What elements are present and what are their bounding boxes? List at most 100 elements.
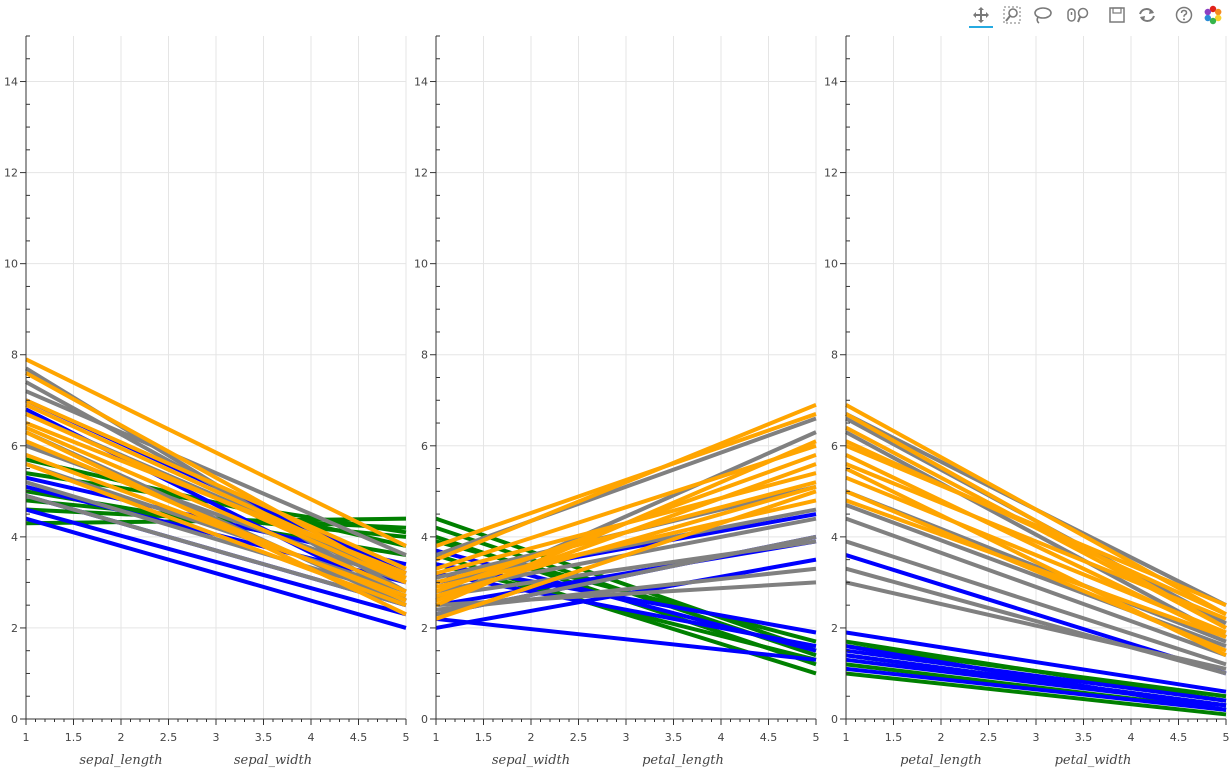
- series-2-line-1: [845, 666, 1227, 712]
- x-category-label-2: sepal_width: [234, 753, 312, 768]
- series-4-line-7: [435, 402, 817, 562]
- x-tick-label: 1: [433, 731, 440, 744]
- reset-tool[interactable]: [1135, 4, 1159, 26]
- series-4-line-11: [845, 443, 1227, 608]
- x-category-label-1: petal_length: [900, 753, 982, 768]
- pan-icon: [972, 6, 990, 24]
- series-4-line-10: [435, 471, 817, 576]
- pan-tool[interactable]: [969, 4, 993, 28]
- series-4-line-7: [25, 357, 407, 548]
- y-tick-label: 12: [414, 167, 428, 180]
- help-icon: [1175, 6, 1193, 24]
- box-zoom-tool[interactable]: [1000, 4, 1024, 26]
- series-3-line-9: [25, 380, 407, 594]
- series-4-line-11: [435, 498, 817, 589]
- x-tick-label: 2: [528, 731, 535, 744]
- x-category-label-1: sepal_width: [492, 753, 570, 768]
- y-tick-label: 12: [4, 167, 18, 180]
- x-tick-label: 2.5: [570, 731, 588, 744]
- x-category-label-1: sepal_length: [79, 753, 162, 768]
- series-3-line-3: [845, 539, 1227, 667]
- x-tick-label: 3.5: [1075, 731, 1093, 744]
- y-tick-label: 2: [421, 622, 428, 635]
- x-tick-label: 3.5: [665, 731, 683, 744]
- series-2-line-4: [845, 630, 1227, 694]
- series-4-line-2: [25, 439, 407, 603]
- y-tick-label: 6: [831, 440, 838, 453]
- x-tick-label: 1: [23, 731, 30, 744]
- y-tick-label: 6: [11, 440, 18, 453]
- series-4-line-5: [25, 398, 407, 571]
- x-category-label-2: petal_width: [1055, 753, 1132, 768]
- x-tick-label: 1.5: [885, 731, 903, 744]
- series-4-line-6: [435, 412, 817, 548]
- bokeh-logo-icon: [1203, 5, 1223, 25]
- series-3-line-7: [845, 430, 1227, 639]
- y-tick-label: 4: [421, 531, 428, 544]
- series-3-line-3: [25, 462, 407, 594]
- series-3-line-4: [845, 516, 1227, 658]
- y-tick-label: 12: [824, 167, 838, 180]
- series-2-line-1: [25, 516, 407, 630]
- wheel-zoom-tool[interactable]: [1067, 4, 1091, 26]
- x-tick-label: 4: [308, 731, 315, 744]
- series-3-line-2: [845, 566, 1227, 676]
- y-tick-label: 8: [421, 349, 428, 362]
- lasso-icon: [1032, 6, 1052, 24]
- series-4-line-10: [25, 462, 407, 608]
- x-tick-label: 3: [213, 731, 220, 744]
- series-2-line-8: [435, 616, 817, 662]
- y-tick-label: 4: [11, 531, 18, 544]
- bokeh-logo[interactable]: [1201, 4, 1225, 26]
- x-tick-label: 2: [938, 731, 945, 744]
- x-tick-label: 4.5: [760, 731, 778, 744]
- x-category-label-2: petal_length: [642, 753, 724, 768]
- chart-panel-1: 0 2 4 6 8 10 12 14 1 1.5 2 2.5 3 3.5 4 4.5 5 sepal_length…: [4, 35, 410, 768]
- series-1-line-6: [25, 457, 407, 548]
- x-tick-label: 5: [403, 731, 410, 744]
- x-tick-label: 4: [1128, 731, 1135, 744]
- lasso-select-tool[interactable]: [1030, 4, 1054, 26]
- x-tick-label: 5: [1223, 731, 1229, 744]
- y-tick-label: 14: [824, 76, 838, 89]
- series-4-line-11: [25, 421, 407, 576]
- x-tick-label: 3.5: [255, 731, 273, 744]
- wheel-zoom-icon: [1067, 6, 1091, 24]
- y-tick-label: 14: [4, 76, 18, 89]
- x-tick-label: 1: [843, 731, 850, 744]
- save-tool[interactable]: [1105, 4, 1129, 26]
- series-2-line-7: [845, 653, 1227, 708]
- y-tick-label: 0: [11, 713, 18, 726]
- x-tick-label: 2.5: [160, 731, 178, 744]
- x-tick-label: 2.5: [980, 731, 998, 744]
- toolbar: [969, 0, 1229, 32]
- series-2-line-2: [25, 507, 407, 617]
- x-tick-label: 2: [118, 731, 125, 744]
- x-tick-label: 3: [1033, 731, 1040, 744]
- series-4-line-4: [845, 453, 1227, 639]
- chart-panel-3: 0 2 4 6 8 10 12 14 1 1.5 2 2.5 3 3.5 4 4.5 5 petal_length…: [824, 35, 1229, 768]
- series-2-line-5: [435, 562, 817, 635]
- series-4-line-5: [435, 443, 817, 571]
- y-tick-label: 10: [4, 258, 18, 271]
- x-tick-label: 4: [718, 731, 725, 744]
- y-tick-label: 0: [421, 713, 428, 726]
- chart-panel-2: 0 2 4 6 8 10 12 14 1 1.5 2 2.5 3 3.5 4 4.5 5 sepal_width p…: [414, 35, 820, 768]
- series-4-line-9: [25, 430, 407, 617]
- series-2-line-5: [845, 644, 1227, 712]
- x-tick-label: 3: [623, 731, 630, 744]
- series-4-line-9: [845, 466, 1227, 658]
- series-3-line-1: [25, 493, 407, 608]
- x-tick-label: 1.5: [475, 731, 493, 744]
- series-3-line-9: [435, 534, 817, 617]
- help-tool[interactable]: [1172, 4, 1196, 26]
- series-4-line-3: [25, 425, 407, 594]
- series-4-line-8: [845, 412, 1227, 630]
- y-tick-label: 14: [414, 76, 428, 89]
- y-tick-label: 2: [11, 622, 18, 635]
- series-4-line-4: [435, 480, 817, 585]
- x-tick-label: 4.5: [350, 731, 368, 744]
- reset-icon: [1137, 6, 1157, 24]
- y-tick-label: 8: [11, 349, 18, 362]
